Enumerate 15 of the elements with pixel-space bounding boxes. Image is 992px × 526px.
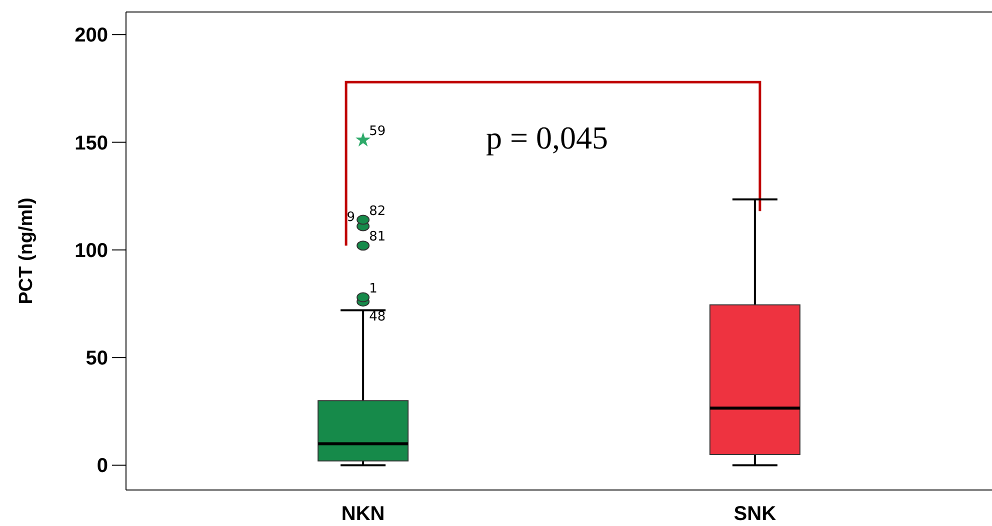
annotation: 9 [346, 210, 356, 226]
annotation: 1 [369, 281, 378, 296]
x-tick-label: SNK [734, 503, 777, 525]
y-tick-label: 200 [74, 24, 108, 47]
annotation: 82 [369, 204, 386, 219]
y-axis-title: PCT (ng/ml) [16, 198, 37, 304]
annotation: p = 0,045 [486, 120, 608, 156]
annotation: 81 [369, 230, 386, 245]
annotation: 48 [369, 310, 386, 325]
x-tick-label: NKN [341, 503, 385, 525]
y-tick-label: 150 [74, 132, 108, 154]
y-tick-label: 50 [86, 348, 108, 370]
y-tick-label: 0 [96, 455, 108, 478]
annotation: 59 [369, 124, 386, 140]
y-tick-label: 100 [74, 240, 108, 262]
